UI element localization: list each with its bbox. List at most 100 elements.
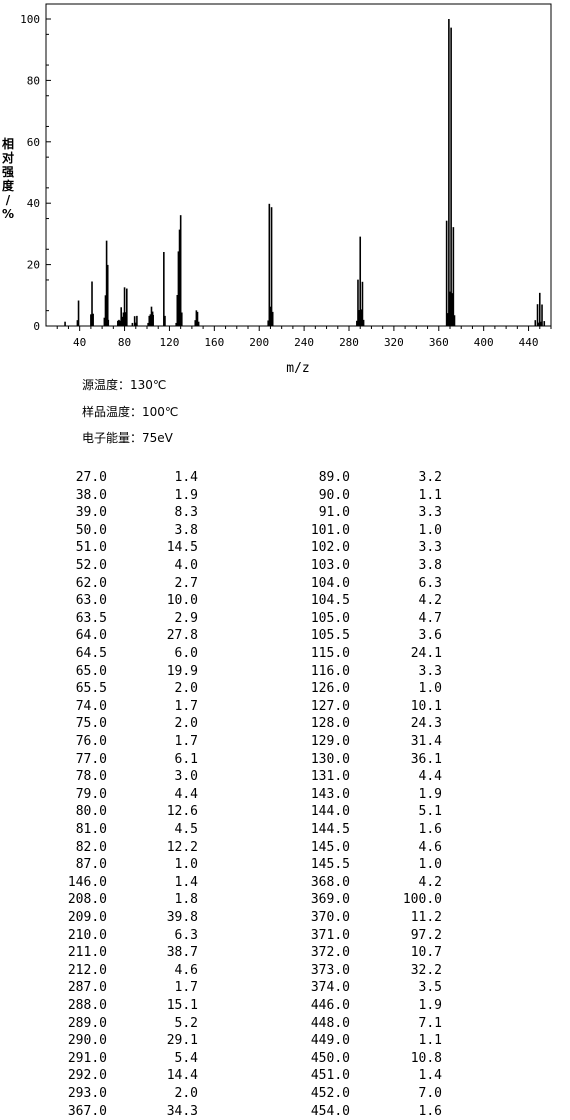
table-row-right: 102.0 3.3: [0, 539, 570, 557]
intensity-cell: 3.2: [418, 470, 442, 485]
intensity-cell: 12.2: [166, 839, 198, 855]
intensity-cell: 2.9: [174, 610, 198, 626]
intensity-cell: 12.6: [166, 804, 198, 820]
table-row-right: 105.0 4.7: [0, 610, 570, 628]
mz-cell: 369.0: [310, 892, 350, 908]
table-row-left: 209.0 39.8: [0, 909, 570, 927]
mz-cell: 371.0: [310, 927, 350, 943]
intensity-cell: 10.7: [410, 945, 442, 961]
mz-cell: 372.0: [310, 945, 350, 961]
intensity-cell: 4.0: [174, 558, 198, 573]
intensity-cell: 5.1: [418, 804, 442, 820]
table-row-right: 370.0 11.2: [0, 909, 570, 927]
intensity-cell: 4.5: [174, 822, 198, 837]
mz-cell: 370.0: [310, 910, 350, 925]
mz-cell: 80.0: [75, 804, 107, 820]
y-axis-label-char: 相: [2, 136, 14, 151]
x-tick-label: 80: [118, 336, 131, 349]
table-row-right: 452.0 7.0: [0, 1085, 570, 1103]
intensity-cell: 4.6: [418, 839, 442, 855]
mz-cell: 52.0: [75, 558, 107, 573]
table-row-right: 145.0 4.6: [0, 839, 570, 857]
intensity-cell: 4.2: [418, 593, 442, 609]
mz-cell: 74.0: [75, 698, 107, 714]
table-row-left: 75.0 2.0: [0, 715, 570, 733]
intensity-cell: 19.9: [166, 663, 198, 679]
mz-cell: 131.0: [310, 769, 350, 785]
intensity-cell: 3.0: [174, 769, 198, 785]
mz-cell: 38.0: [75, 487, 107, 503]
intensity-cell: 1.9: [418, 998, 442, 1013]
mz-cell: 288.0: [67, 998, 107, 1013]
mz-cell: 368.0: [310, 874, 350, 890]
intensity-cell: 1.9: [418, 786, 442, 802]
mz-cell: 82.0: [75, 839, 107, 855]
table-row-left: 39.0 8.3: [0, 504, 570, 522]
y-axis-label-char: /: [6, 193, 11, 207]
x-axis-label: m/z: [286, 361, 309, 376]
mz-cell: 291.0: [67, 1050, 107, 1066]
mz-cell: 287.0: [67, 980, 107, 996]
x-tick-label: 320: [384, 336, 404, 349]
mz-cell: 39.0: [75, 505, 107, 521]
table-row-right: 369.0 100.0: [0, 891, 570, 909]
mz-cell: 91.0: [318, 505, 350, 521]
table-row-left: 292.0 14.4: [0, 1067, 570, 1085]
table-row-left: 62.0 2.7: [0, 575, 570, 593]
intensity-cell: 3.3: [418, 540, 442, 556]
mz-cell: 76.0: [75, 734, 107, 749]
mz-cell: 209.0: [67, 910, 107, 925]
mz-cell: 210.0: [67, 927, 107, 943]
intensity-cell: 24.1: [410, 646, 442, 661]
mz-cell: 374.0: [310, 980, 350, 996]
intensity-cell: 1.0: [174, 857, 198, 873]
mz-cell: 127.0: [310, 698, 350, 714]
y-axis-label: 相对强度/%: [2, 136, 15, 221]
table-row-left: 82.0 12.2: [0, 839, 570, 857]
condition-source-temp: 源温度：130℃: [82, 378, 167, 392]
intensity-cell: 14.5: [166, 540, 198, 556]
x-tick-label: 200: [249, 336, 269, 349]
mz-cell: 126.0: [310, 681, 350, 697]
table-row-left: 38.0 1.9: [0, 487, 570, 505]
mz-cell: 50.0: [75, 522, 107, 538]
table-row-right: 450.0 10.8: [0, 1050, 570, 1068]
table-row-right: 131.0 4.4: [0, 768, 570, 786]
mz-cell: 87.0: [75, 857, 107, 873]
intensity-cell: 7.1: [418, 1015, 442, 1031]
mz-cell: 452.0: [310, 1086, 350, 1101]
mz-cell: 65.0: [75, 663, 107, 679]
mz-cell: 90.0: [318, 487, 350, 503]
intensity-cell: 14.4: [166, 1068, 198, 1084]
mz-cell: 290.0: [67, 1033, 107, 1049]
intensity-cell: 32.2: [410, 962, 442, 978]
intensity-cell: 1.6: [418, 822, 442, 837]
intensity-cell: 1.9: [174, 487, 198, 503]
plot-frame: [45, 3, 552, 327]
x-tick-label: 360: [429, 336, 449, 349]
table-row-right: 143.0 1.9: [0, 786, 570, 804]
table-row-left: 51.0 14.5: [0, 539, 570, 557]
intensity-cell: 3.8: [418, 558, 442, 573]
table-row-left: 211.0 38.7: [0, 944, 570, 962]
mz-cell: 146.0: [67, 874, 107, 890]
intensity-cell: 11.2: [410, 910, 442, 925]
mz-cell: 63.5: [75, 610, 107, 626]
table-row-left: 80.0 12.6: [0, 803, 570, 821]
y-tick-label: 80: [27, 74, 40, 87]
peak-table: 27.0 1.4 38.0 1.9 39.0 8.3 50.0 3.8 51.0 14.5 52.0…: [0, 469, 570, 1119]
mz-cell: 143.0: [310, 786, 350, 802]
y-axis: 0 20 40 60 80 100: [20, 13, 51, 333]
intensity-cell: 1.7: [174, 698, 198, 714]
table-row-left: 78.0 3.0: [0, 768, 570, 786]
mz-cell: 293.0: [67, 1086, 107, 1101]
mz-cell: 65.5: [75, 681, 107, 697]
table-row-left: 64.0 27.8: [0, 627, 570, 645]
intensity-cell: 1.4: [174, 470, 198, 485]
intensity-cell: 1.7: [174, 734, 198, 749]
intensity-cell: 1.1: [418, 1033, 442, 1049]
table-row-right: 449.0 1.1: [0, 1032, 570, 1050]
intensity-cell: 4.6: [174, 962, 198, 978]
mz-cell: 144.5: [310, 822, 350, 837]
table-row-left: 288.0 15.1: [0, 997, 570, 1015]
